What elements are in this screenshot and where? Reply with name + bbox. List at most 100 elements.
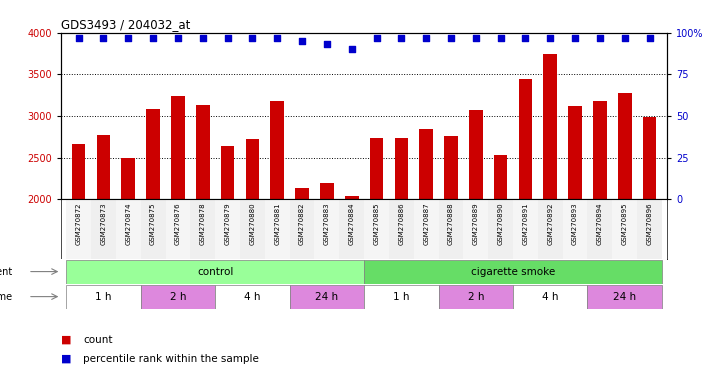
Point xyxy=(495,35,506,41)
Bar xyxy=(345,196,358,199)
Text: GSM270882: GSM270882 xyxy=(299,202,305,245)
Bar xyxy=(544,54,557,199)
Bar xyxy=(364,285,438,309)
Bar xyxy=(295,188,309,199)
Bar xyxy=(246,139,260,199)
Text: GSM270889: GSM270889 xyxy=(473,202,479,245)
Bar xyxy=(394,138,408,199)
Text: GSM270878: GSM270878 xyxy=(200,202,205,245)
Bar xyxy=(141,285,215,309)
Bar xyxy=(320,183,334,199)
Point xyxy=(544,35,556,41)
Text: 1 h: 1 h xyxy=(393,291,410,301)
Point xyxy=(570,35,581,41)
Text: GSM270893: GSM270893 xyxy=(572,202,578,245)
Text: GSM270890: GSM270890 xyxy=(497,202,504,245)
Text: GSM270879: GSM270879 xyxy=(224,202,231,245)
Point xyxy=(520,35,531,41)
Point xyxy=(272,35,283,41)
Text: GSM270875: GSM270875 xyxy=(150,202,156,245)
Point xyxy=(371,35,382,41)
Text: GSM270883: GSM270883 xyxy=(324,202,330,245)
Bar xyxy=(444,136,458,199)
Bar xyxy=(91,199,116,259)
Text: time: time xyxy=(0,291,13,301)
Bar xyxy=(593,101,607,199)
Bar xyxy=(290,285,364,309)
Text: agent: agent xyxy=(0,266,13,276)
Bar xyxy=(637,199,662,259)
Bar xyxy=(265,199,290,259)
Point xyxy=(296,38,308,44)
Text: GSM270885: GSM270885 xyxy=(373,202,379,245)
Text: GSM270896: GSM270896 xyxy=(647,202,653,245)
Bar xyxy=(562,199,588,259)
Bar xyxy=(389,199,414,259)
Bar xyxy=(568,106,582,199)
Point xyxy=(619,35,630,41)
Bar xyxy=(464,199,488,259)
Point xyxy=(321,41,332,47)
Text: GSM270888: GSM270888 xyxy=(448,202,454,245)
Bar xyxy=(588,285,662,309)
Bar xyxy=(270,101,284,199)
Point xyxy=(396,35,407,41)
Bar xyxy=(438,199,464,259)
Bar xyxy=(240,199,265,259)
Bar xyxy=(215,199,240,259)
Point xyxy=(247,35,258,41)
Point xyxy=(594,35,606,41)
Text: GSM270872: GSM270872 xyxy=(76,202,81,245)
Text: GSM270881: GSM270881 xyxy=(274,202,280,245)
Bar xyxy=(513,199,538,259)
Point xyxy=(147,35,159,41)
Point xyxy=(420,35,432,41)
Bar xyxy=(141,199,166,259)
Bar xyxy=(314,199,340,259)
Text: 4 h: 4 h xyxy=(542,291,559,301)
Text: GSM270874: GSM270874 xyxy=(125,202,131,245)
Bar xyxy=(618,93,632,199)
Bar xyxy=(488,199,513,259)
Text: 1 h: 1 h xyxy=(95,291,112,301)
Bar xyxy=(196,105,210,199)
Text: GSM270894: GSM270894 xyxy=(597,202,603,245)
Bar xyxy=(438,285,513,309)
Point xyxy=(346,46,358,52)
Bar xyxy=(364,199,389,259)
Text: GSM270873: GSM270873 xyxy=(100,202,107,245)
Text: 24 h: 24 h xyxy=(315,291,338,301)
Text: GSM270884: GSM270884 xyxy=(349,202,355,245)
Text: percentile rank within the sample: percentile rank within the sample xyxy=(83,354,259,364)
Bar xyxy=(116,199,141,259)
Bar xyxy=(469,110,482,199)
Text: 4 h: 4 h xyxy=(244,291,261,301)
Bar xyxy=(146,109,160,199)
Bar xyxy=(66,285,141,309)
Text: GSM270887: GSM270887 xyxy=(423,202,429,245)
Text: cigarette smoke: cigarette smoke xyxy=(471,266,555,276)
Text: GSM270895: GSM270895 xyxy=(622,202,628,245)
Bar xyxy=(340,199,364,259)
Text: 2 h: 2 h xyxy=(169,291,186,301)
Text: GSM270892: GSM270892 xyxy=(547,202,553,245)
Bar xyxy=(494,155,508,199)
Point xyxy=(445,35,456,41)
Point xyxy=(197,35,208,41)
Text: GSM270886: GSM270886 xyxy=(398,202,404,245)
Text: ■: ■ xyxy=(61,335,72,345)
Bar xyxy=(66,199,91,259)
Point xyxy=(123,35,134,41)
Point xyxy=(73,35,84,41)
Bar xyxy=(221,146,234,199)
Bar xyxy=(66,260,364,284)
Point xyxy=(172,35,184,41)
Text: control: control xyxy=(197,266,234,276)
Text: GSM270876: GSM270876 xyxy=(175,202,181,245)
Bar xyxy=(612,199,637,259)
Text: GSM270880: GSM270880 xyxy=(249,202,255,245)
Text: GDS3493 / 204032_at: GDS3493 / 204032_at xyxy=(61,18,190,31)
Text: GSM270891: GSM270891 xyxy=(523,202,528,245)
Bar xyxy=(364,260,662,284)
Point xyxy=(470,35,482,41)
